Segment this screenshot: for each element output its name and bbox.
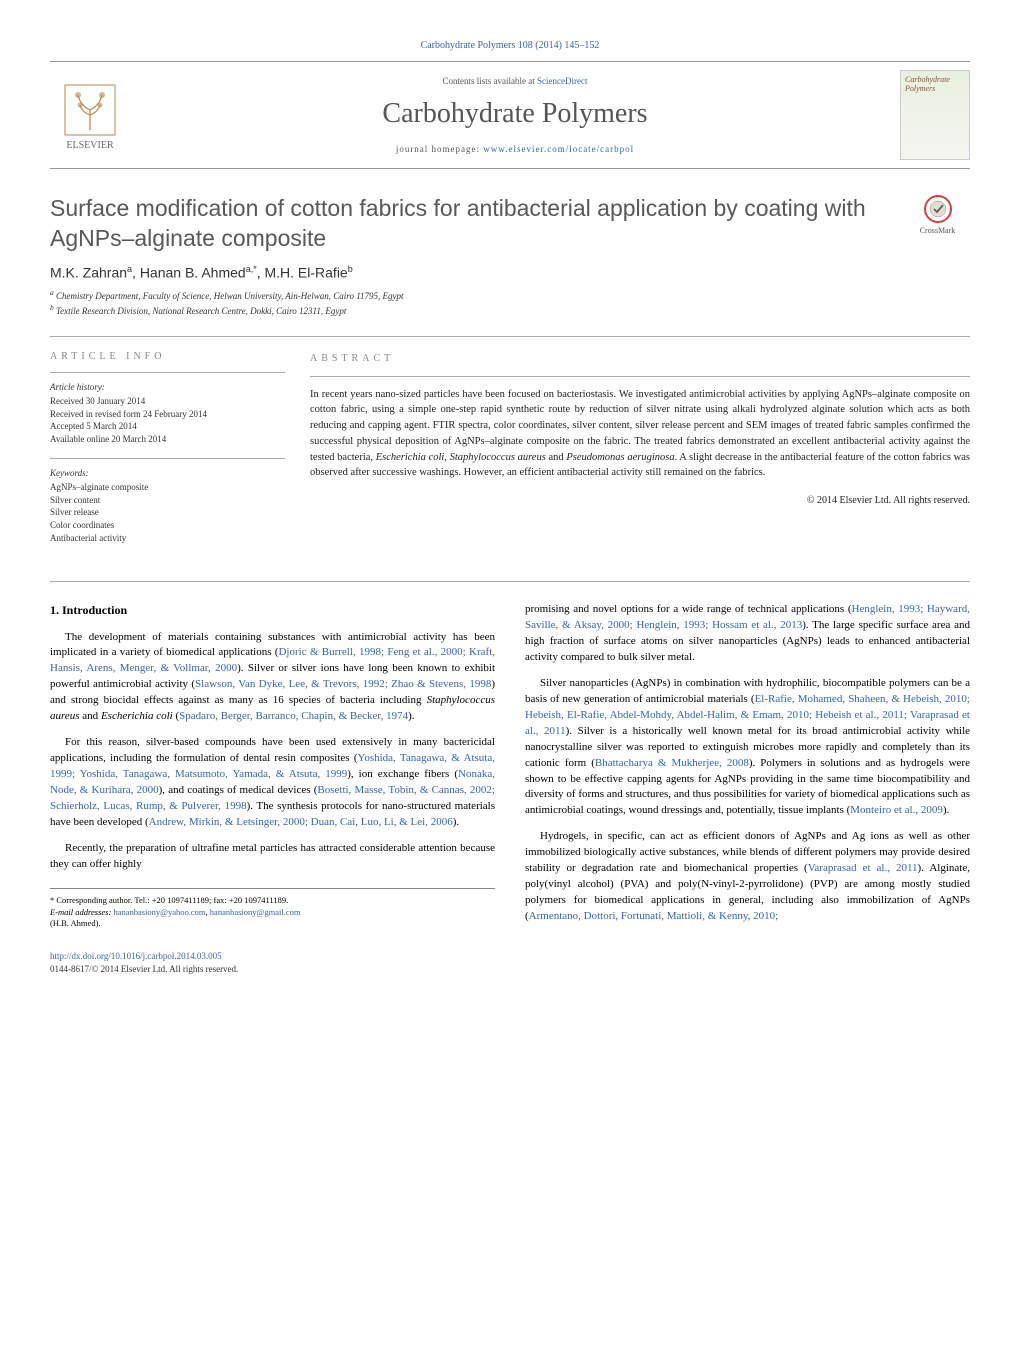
keyword-item: Antibacterial activity	[50, 532, 285, 545]
article-title: Surface modification of cotton fabrics f…	[50, 194, 885, 254]
crossmark-icon	[923, 194, 953, 224]
right-column: promising and novel options for a wide r…	[525, 602, 970, 976]
body-two-column: 1. Introduction The development of mater…	[50, 602, 970, 976]
keyword-item: Color coordinates	[50, 519, 285, 532]
abstract-text: In recent years nano-sized particles hav…	[310, 387, 970, 482]
body-paragraph: Hydrogels, in specific, can act as effic…	[525, 829, 970, 925]
journal-homepage-link[interactable]: www.elsevier.com/locate/carbpol	[483, 144, 634, 154]
body-paragraph: The development of materials containing …	[50, 630, 495, 726]
authors-line: M.K. Zahrana, Hanan B. Ahmeda,*, M.H. El…	[50, 264, 970, 281]
body-paragraph: promising and novel options for a wide r…	[525, 602, 970, 666]
doi-line: http://dx.doi.org/10.1016/j.carbpol.2014…	[50, 950, 495, 963]
keywords-label: Keywords:	[50, 467, 285, 480]
journal-cover-thumbnail: Carbohydrate Polymers	[900, 70, 970, 160]
email-link-1[interactable]: hananbasiony@yahoo.com	[113, 907, 205, 917]
corresponding-author-note: * Corresponding author. Tel.: +20 109741…	[50, 895, 495, 907]
contents-line: Contents lists available at ScienceDirec…	[145, 76, 885, 86]
body-paragraph: Silver nanoparticles (AgNPs) in combinat…	[525, 676, 970, 819]
history-label: Article history:	[50, 381, 285, 394]
crossmark-badge[interactable]: CrossMark	[905, 194, 970, 235]
emails-line: E-mail addresses: hananbasiony@yahoo.com…	[50, 907, 495, 919]
affiliation-b: b Textile Research Division, National Re…	[50, 303, 970, 318]
abstract-column: ABSTRACT In recent years nano-sized part…	[310, 351, 970, 557]
sciencedirect-link[interactable]: ScienceDirect	[537, 76, 587, 86]
history-line: Accepted 5 March 2014	[50, 420, 285, 433]
journal-header: ELSEVIER Contents lists available at Sci…	[50, 61, 970, 169]
affiliations: a Chemistry Department, Faculty of Scien…	[50, 288, 970, 317]
elsevier-tree-icon	[60, 80, 120, 140]
keyword-item: Silver content	[50, 494, 285, 507]
publisher-name: ELSEVIER	[66, 140, 113, 151]
homepage-line: journal homepage: www.elsevier.com/locat…	[145, 144, 885, 154]
journal-reference: Carbohydrate Polymers 108 (2014) 145–152	[50, 40, 970, 51]
body-paragraph: Recently, the preparation of ultrafine m…	[50, 841, 495, 873]
history-line: Received 30 January 2014	[50, 395, 285, 408]
journal-name: Carbohydrate Polymers	[145, 98, 885, 130]
issn-copyright-line: 0144-8617/© 2014 Elsevier Ltd. All right…	[50, 963, 495, 976]
abstract-heading: ABSTRACT	[310, 351, 970, 366]
doi-link[interactable]: http://dx.doi.org/10.1016/j.carbpol.2014…	[50, 951, 222, 961]
abstract-copyright: © 2014 Elsevier Ltd. All rights reserved…	[310, 493, 970, 508]
affiliation-a: a Chemistry Department, Faculty of Scien…	[50, 288, 970, 303]
keyword-item: AgNPs–alginate composite	[50, 481, 285, 494]
section-heading: 1. Introduction	[50, 602, 495, 619]
left-column: 1. Introduction The development of mater…	[50, 602, 495, 976]
email-attribution: (H.B. Ahmed).	[50, 918, 495, 930]
history-line: Available online 20 March 2014	[50, 433, 285, 446]
article-info-column: ARTICLE INFO Article history: Received 3…	[50, 351, 310, 557]
article-info-heading: ARTICLE INFO	[50, 351, 285, 362]
section-divider	[50, 581, 970, 582]
keyword-item: Silver release	[50, 506, 285, 519]
email-link-2[interactable]: hananbasiony@gmail.com	[210, 907, 301, 917]
publisher-logo: ELSEVIER	[50, 75, 130, 155]
history-line: Received in revised form 24 February 201…	[50, 408, 285, 421]
footnotes-block: * Corresponding author. Tel.: +20 109741…	[50, 888, 495, 931]
body-paragraph: For this reason, silver-based compounds …	[50, 735, 495, 831]
